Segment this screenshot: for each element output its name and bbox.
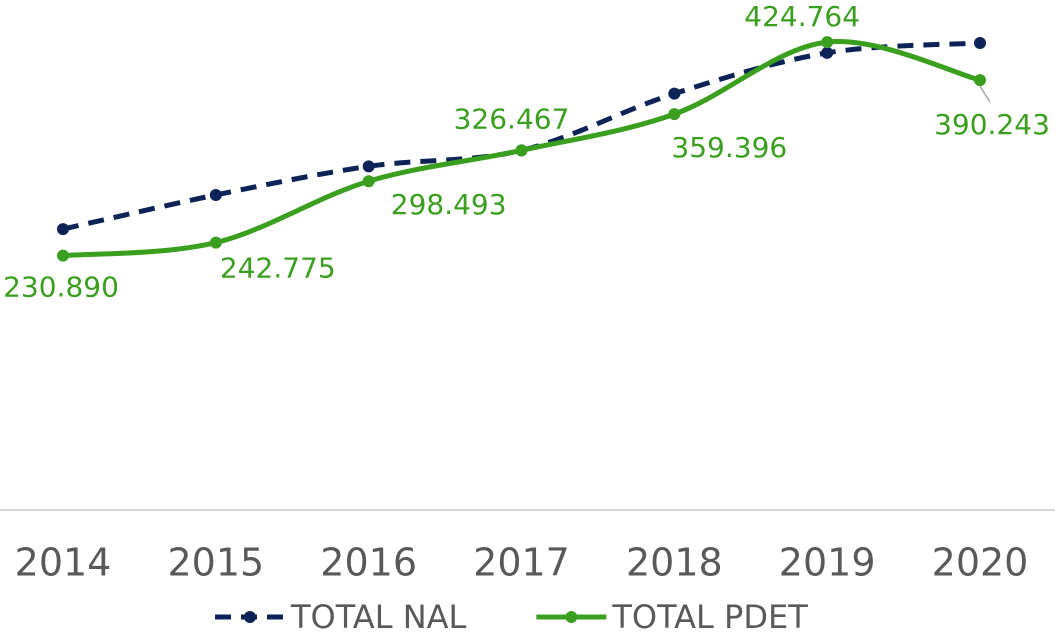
leader-line (979, 85, 991, 103)
legend-label: TOTAL PDET (611, 598, 808, 635)
point (209, 188, 222, 201)
data-label: 390.243 (934, 108, 1050, 141)
point (821, 46, 834, 59)
point (57, 223, 69, 236)
point (362, 160, 375, 173)
point (974, 36, 986, 49)
data-label: 424.764 (744, 0, 860, 33)
legend-marker (244, 611, 256, 623)
point (668, 87, 681, 100)
data-label: 326.467 (454, 102, 570, 135)
data-label: 242.775 (220, 252, 336, 285)
point (515, 144, 528, 157)
x-tick-label: 2015 (167, 541, 264, 585)
data-label: 298.493 (391, 188, 507, 221)
x-tick-label: 2014 (15, 541, 112, 585)
point (209, 236, 222, 249)
point (821, 36, 834, 49)
x-tick-label: 2018 (626, 541, 723, 585)
legend-marker (565, 611, 578, 623)
point (668, 108, 681, 121)
x-tick-label: 2020 (932, 541, 1029, 585)
data-label: 230.890 (3, 271, 119, 304)
x-tick-label: 2019 (779, 541, 876, 585)
point (362, 175, 375, 188)
x-tick-label: 2017 (473, 541, 570, 585)
data-label: 359.396 (671, 131, 787, 164)
legend-label: TOTAL NAL (290, 598, 467, 635)
line (62, 40, 981, 232)
x-tick-label: 2016 (320, 541, 417, 585)
point (974, 74, 986, 87)
point (57, 249, 69, 262)
